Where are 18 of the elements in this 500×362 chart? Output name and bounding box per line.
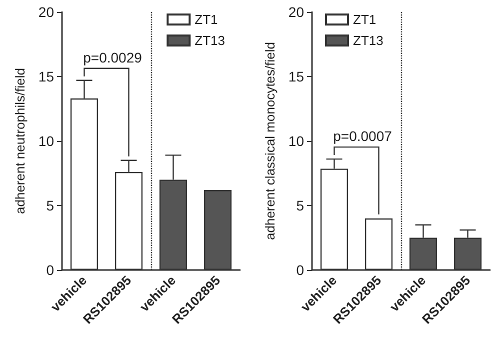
- y-tick-label: 10: [38, 133, 54, 149]
- y-tick-label: 20: [288, 4, 304, 20]
- legend-label: ZT13: [353, 33, 384, 48]
- y-tick-label: 0: [296, 262, 304, 278]
- legend-label: ZT13: [194, 33, 225, 48]
- y-axis-title: adherent neutrophils/field: [12, 68, 28, 214]
- y-axis-title: adherent classical monocytes/field: [262, 42, 278, 240]
- legend-label: ZT1: [194, 12, 218, 27]
- annotation: p=0.0007: [333, 128, 392, 144]
- y-tick-label: 20: [38, 4, 54, 20]
- y-tick-label: 5: [296, 198, 304, 214]
- y-tick-label: 0: [46, 262, 54, 278]
- y-tick-label: 15: [38, 68, 54, 84]
- y-tick-label: 5: [46, 198, 54, 214]
- annotation: p=0.0029: [83, 49, 142, 66]
- legend-label: ZT1: [353, 12, 376, 27]
- y-tick-label: 15: [288, 68, 304, 84]
- y-tick-label: 10: [288, 133, 304, 149]
